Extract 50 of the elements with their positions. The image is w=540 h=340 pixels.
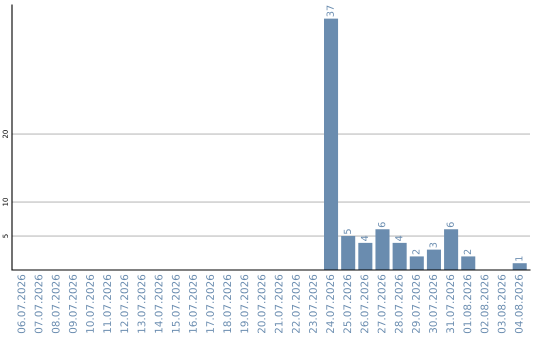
data-label: 2 xyxy=(412,250,420,254)
data-label: 5 xyxy=(344,229,352,234)
bar xyxy=(392,242,407,270)
x-tick-label: 20.07.2026 xyxy=(258,274,266,334)
x-tick-label: 29.07.2026 xyxy=(412,274,420,334)
x-tick-label: 17.07.2026 xyxy=(206,274,214,333)
x-tick-label: 04.08.2026 xyxy=(514,274,523,334)
x-tick-label: 13.07.2026 xyxy=(138,274,146,333)
data-label: 1 xyxy=(515,256,522,261)
x-tick-label: 02.08.2026 xyxy=(480,274,488,334)
bar xyxy=(461,256,476,270)
bar xyxy=(358,242,372,270)
x-tick-label: 22.07.2026 xyxy=(292,274,300,334)
x-tick-label: 16.07.2026 xyxy=(188,274,197,333)
x-tick-label: 25.07.2026 xyxy=(343,274,352,334)
data-label: 37 xyxy=(326,6,334,16)
x-tick-label: 11.07.2026 xyxy=(103,274,112,333)
bar xyxy=(324,18,338,270)
bar xyxy=(341,236,356,270)
bar xyxy=(512,263,527,270)
x-tick-label: 30.07.2026 xyxy=(429,274,437,334)
x-tick-label: 03.08.2026 xyxy=(498,274,506,334)
data-label: 4 xyxy=(395,236,402,241)
x-tick-label: 21.07.2026 xyxy=(274,274,283,334)
x-tick-label: 08.07.2026 xyxy=(52,274,60,334)
x-tick-label: 27.07.2026 xyxy=(378,274,386,334)
x-tick-label: 01.08.2026 xyxy=(463,274,472,334)
x-tick-label: 06.07.2026 xyxy=(17,274,26,334)
x-tick-label: 24.07.2026 xyxy=(326,274,334,334)
x-tick-label: 26.07.2026 xyxy=(360,274,368,334)
x-tick-label: 10.07.2026 xyxy=(86,274,94,333)
x-tick-label: 28.07.2026 xyxy=(394,274,403,334)
data-label: 6 xyxy=(378,222,386,228)
x-tick-label: 12.07.2026 xyxy=(120,274,128,333)
x-tick-label: 31.07.2026 xyxy=(446,274,454,334)
data-label: 3 xyxy=(429,242,437,248)
x-tick-label: 23.07.2026 xyxy=(309,274,317,334)
data-label: 4 xyxy=(360,236,368,241)
x-tick-label: 18.07.2026 xyxy=(223,274,232,333)
bar xyxy=(375,229,390,270)
data-label: 6 xyxy=(446,222,454,228)
x-tick-label: 15.07.2026 xyxy=(172,274,180,333)
x-tick-label: 14.07.2026 xyxy=(154,274,163,333)
bar xyxy=(410,256,424,270)
bar xyxy=(444,229,458,270)
x-tick-label: 07.07.2026 xyxy=(34,274,42,334)
x-tick-label: 09.07.2026 xyxy=(68,274,77,334)
x-tick-label: 19.07.2026 xyxy=(240,274,248,333)
bar xyxy=(426,250,441,270)
data-label: 2 xyxy=(464,250,471,254)
